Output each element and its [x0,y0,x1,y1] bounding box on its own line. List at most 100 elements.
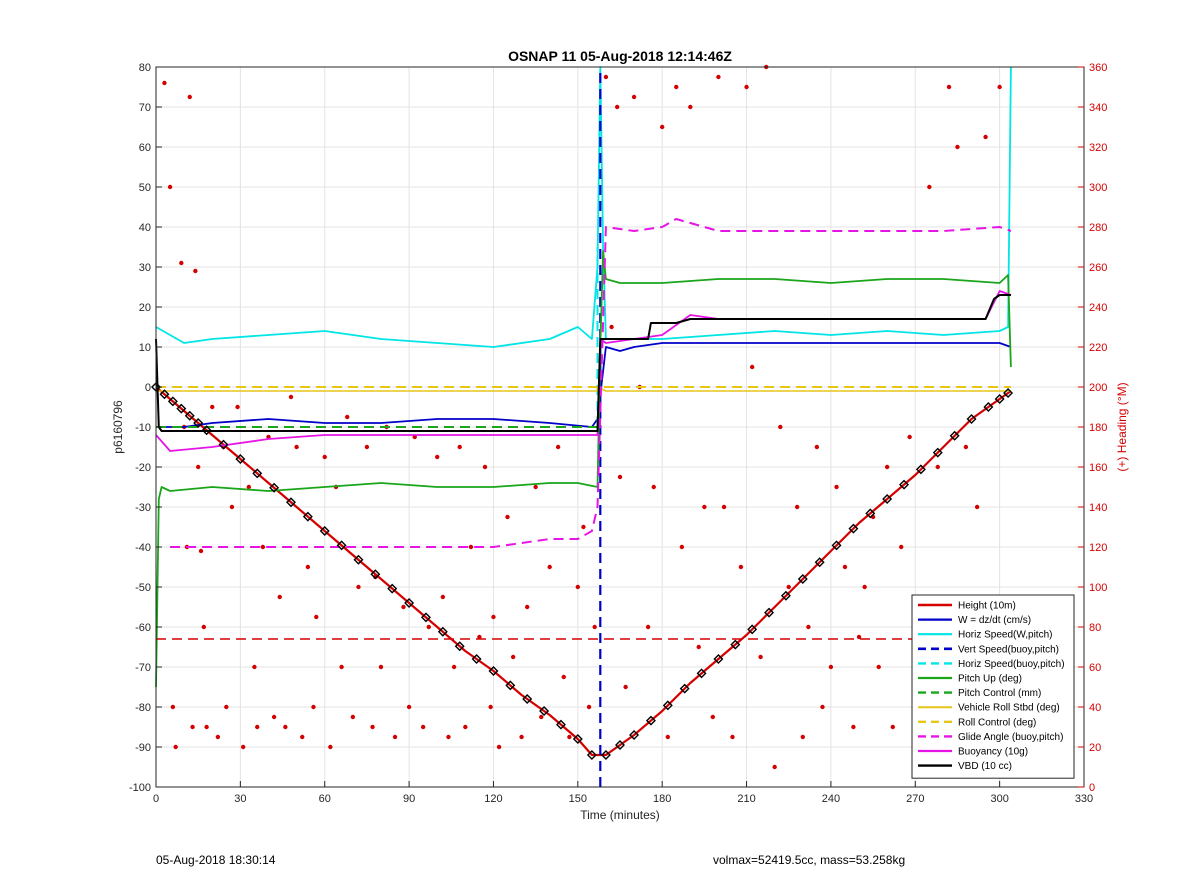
time-marker [780,590,791,601]
heading-point [271,714,277,720]
heading-point [806,624,811,630]
heading-point [884,464,890,470]
legend-label: Vehicle Roll Stbd (deg) [958,703,1060,714]
heading-point [899,544,904,550]
heading-point [491,614,496,620]
time-marker [730,639,741,650]
heading-point [170,704,176,710]
heading-point [581,524,586,530]
y2-tick-label: 180 [1089,422,1107,434]
heading-point [645,624,651,630]
heading-point [496,744,502,750]
heading-point [614,104,620,110]
y2-tick-label: 280 [1089,222,1107,234]
heading-point [820,704,825,710]
time-marker [662,700,673,711]
heading-point [283,724,288,730]
time-marker [865,508,876,519]
y2-axis-label: (+) Heading (°M) [1115,382,1129,471]
y2-tick-label: 200 [1089,382,1107,394]
heading-point [451,664,457,670]
y-tick-label: -30 [135,502,151,514]
time-marker [201,425,212,436]
y-tick-label: 30 [139,262,151,274]
time-marker [471,654,482,664]
y2-tick-label: 60 [1089,662,1101,674]
time-marker [696,668,707,679]
heading-point [547,564,552,570]
y2-tick-label: 340 [1089,102,1107,114]
heading-point [519,734,524,740]
time-marker [353,554,364,565]
series-line-vbd-10-cc [155,294,1011,432]
heading-point [505,514,510,520]
time-marker [404,598,415,608]
time-marker [615,740,625,750]
heading-point [420,724,426,730]
heading-point [744,84,749,90]
heading-point [401,604,406,610]
legend-label: VBD (10 cc) [958,761,1012,772]
heading-point [623,684,628,690]
y-tick-label: -50 [135,582,151,594]
legend-label: Vert Speed(buoy,pitch) [958,644,1059,655]
heading-point [255,724,260,730]
legend-box [911,594,1075,779]
time-marker [966,414,977,424]
time-marker [387,583,398,594]
heading-point [575,584,581,590]
legend-label: W = dz/dt (cm/s) [958,615,1031,626]
heading-point [260,544,266,550]
heading-point [674,84,679,90]
y2-tick-label: 40 [1089,702,1101,714]
x-tick-label: 150 [569,793,587,805]
heading-point [935,464,940,470]
time-marker [983,402,994,412]
heading-point [426,624,431,630]
time-marker [269,482,280,493]
heading-point [195,464,201,470]
heading-point [856,634,862,640]
x-tick-label: 210 [737,793,755,805]
time-marker [539,706,550,716]
heading-point [201,624,207,630]
y-tick-label: -100 [129,782,151,794]
heading-point [187,94,192,100]
heading-point [927,184,932,190]
heading-point [862,584,867,590]
time-marker [488,666,499,676]
time-marker [572,734,583,744]
heading-point [435,454,440,460]
time-marker [336,540,347,551]
time-marker [1003,388,1014,398]
heading-point [179,260,184,266]
heading-point [356,584,361,590]
heading-point [533,484,538,490]
time-marker [193,418,204,428]
heading-point [525,604,530,610]
time-marker [600,750,611,760]
heading-point [240,744,246,750]
y2-tick-label: 20 [1089,742,1101,754]
time-marker [899,479,910,490]
time-marker [370,569,381,580]
heading-point [946,84,952,90]
heading-point [162,80,167,86]
time-marker [814,557,825,568]
heading-point [749,364,755,370]
time-marker [319,526,330,536]
heading-point [173,744,178,750]
heading-point [603,74,609,80]
heading-point [300,734,305,740]
heading-point [758,654,763,660]
x-tick-label: 60 [319,793,331,805]
time-marker [235,454,246,464]
heading-point [555,444,561,450]
heading-point [468,544,474,550]
heading-point [167,184,173,190]
x-tick-label: 180 [653,793,671,805]
heading-point [252,664,257,670]
y-tick-label: -10 [135,422,151,434]
y-axis-ticks: -100-90-80-70-60-50-40-30-20-10010203040… [129,62,162,794]
y-tick-label: -80 [135,702,151,714]
